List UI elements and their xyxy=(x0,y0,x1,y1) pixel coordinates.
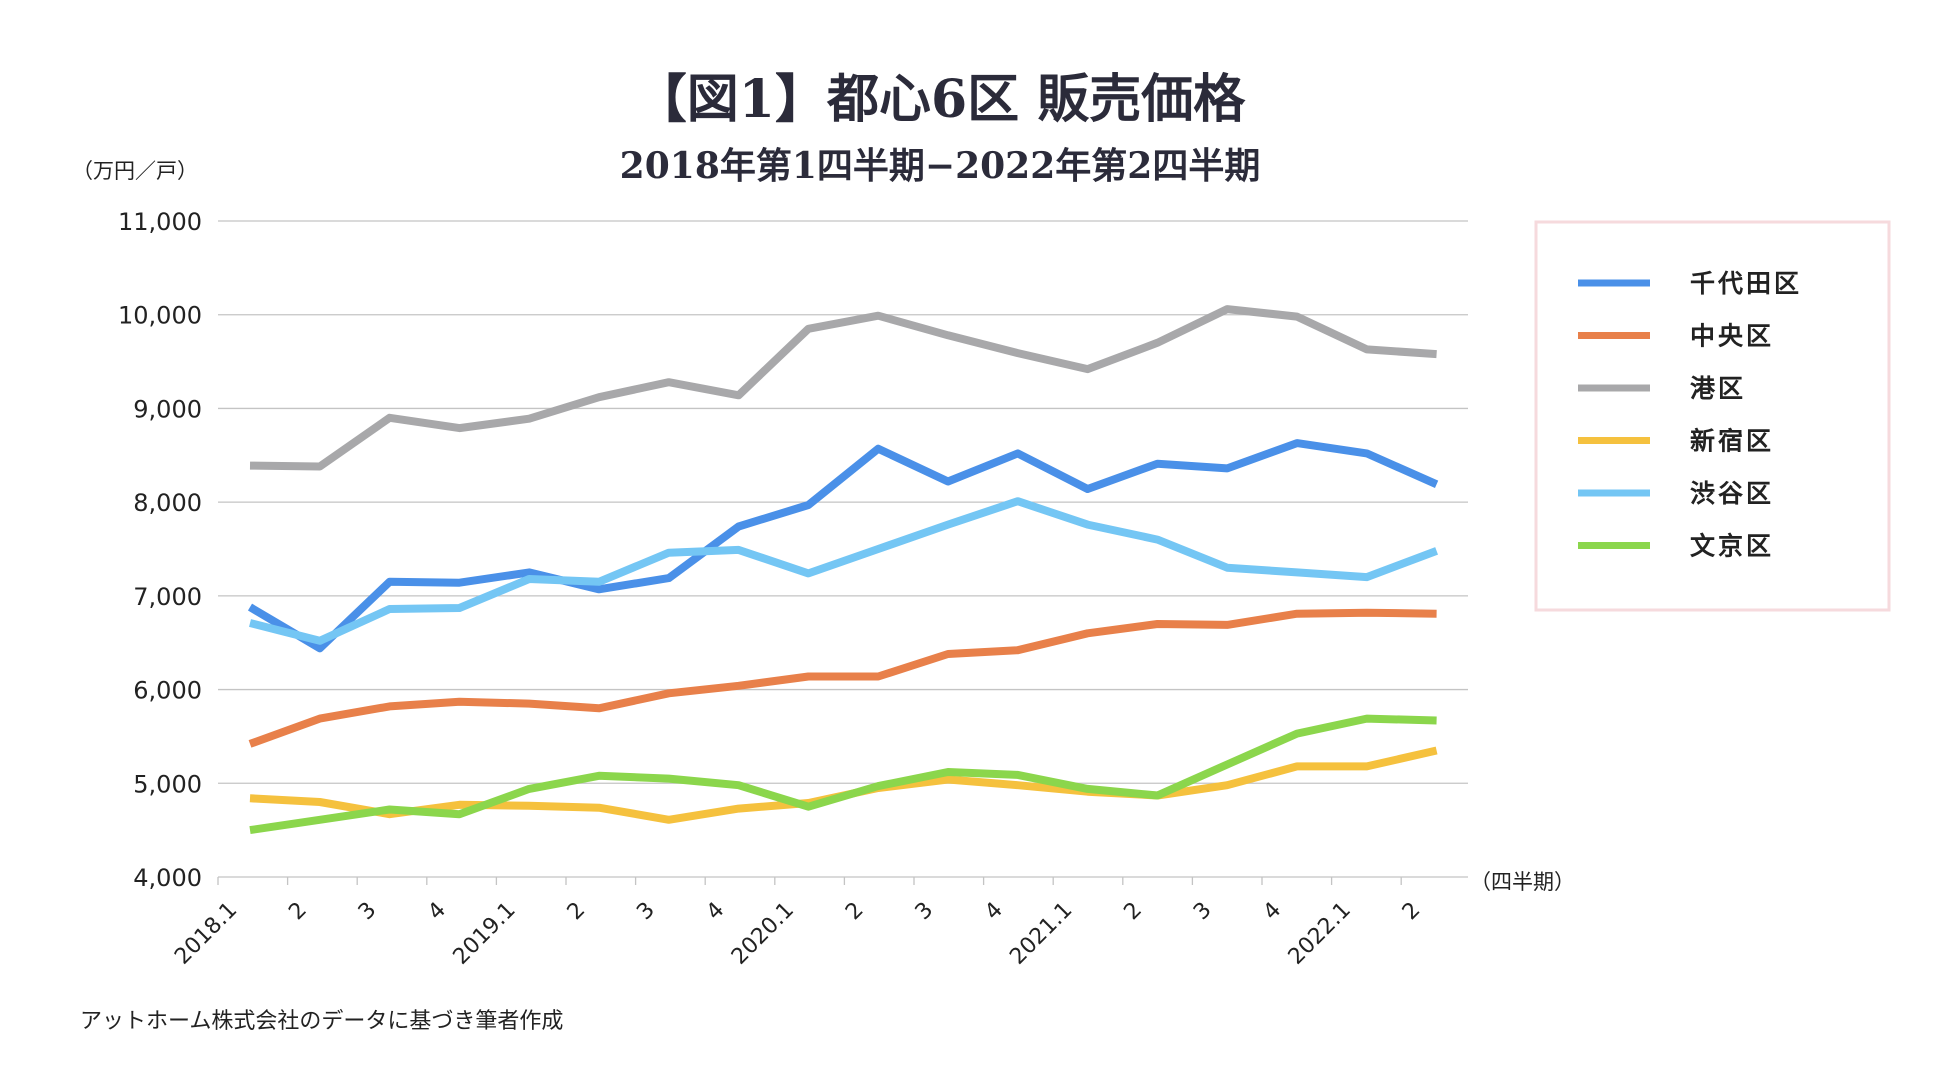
legend-box xyxy=(1534,220,1891,612)
y-tick-label: 6,000 xyxy=(133,677,202,705)
x-tick-label: 2 xyxy=(1119,898,1147,926)
series-line-港区 xyxy=(249,305,1437,471)
legend-label: 渋谷区 xyxy=(1690,479,1774,508)
x-tick-label: 3 xyxy=(911,898,939,926)
series-lines xyxy=(247,305,1439,835)
legend-label: 千代田区 xyxy=(1690,269,1802,298)
source-note: アットホーム株式会社のデータに基づき筆者作成 xyxy=(80,1009,563,1034)
x-tick-label: 4 xyxy=(423,898,451,926)
x-tick-label: 3 xyxy=(632,898,660,926)
legend-label: 文京区 xyxy=(1690,532,1774,561)
x-tick-label: 3 xyxy=(354,898,382,926)
gridlines xyxy=(218,220,1468,878)
series-line-中央区 xyxy=(248,608,1437,748)
series-line-千代田区 xyxy=(247,439,1439,653)
x-tick-label: 2 xyxy=(284,898,312,926)
y-tick-label: 9,000 xyxy=(133,395,202,423)
y-tick-label: 4,000 xyxy=(133,864,202,892)
x-tick-label: 2 xyxy=(841,898,869,926)
x-tick-label: 3 xyxy=(1189,898,1217,926)
x-axis-unit: （四半期） xyxy=(1470,870,1575,894)
series-line-文京区 xyxy=(249,714,1437,835)
y-tick-label: 11,000 xyxy=(118,208,202,236)
x-tick-label: 2018.1 xyxy=(170,898,242,970)
chart-subtitle: 2018年第1四半期−2022年第2四半期 xyxy=(620,145,1261,187)
x-tick-label: 4 xyxy=(1259,898,1287,926)
y-tick-label: 7,000 xyxy=(133,583,202,611)
legend-label: 中央区 xyxy=(1690,322,1774,351)
y-tick-label: 10,000 xyxy=(118,302,202,330)
x-tick-label: 2021.1 xyxy=(1005,898,1077,970)
x-tick-label: 2 xyxy=(563,898,591,926)
y-tick-label: 8,000 xyxy=(133,489,202,517)
x-tick-label: 2022.1 xyxy=(1284,898,1356,970)
legend-label: 港区 xyxy=(1690,374,1746,403)
y-axis-unit: （万円／戸） xyxy=(72,159,198,183)
x-tick-label: 2020.1 xyxy=(727,898,799,970)
x-tick-label: 2019.1 xyxy=(449,898,521,970)
x-tick-label: 4 xyxy=(702,898,730,926)
x-tick-label: 2 xyxy=(1398,898,1426,926)
y-tick-label: 5,000 xyxy=(133,770,202,798)
chart-title: 【図1】都心6区 販売価格 xyxy=(635,69,1246,130)
x-tick-label: 4 xyxy=(980,898,1008,926)
y-axis-ticks: 4,000 5,000 6,000 7,000 8,000 9,000 10,000 11,0… xyxy=(118,208,202,892)
legend-label: 新宿区 xyxy=(1690,427,1774,456)
series-line-渋谷区 xyxy=(249,497,1439,645)
